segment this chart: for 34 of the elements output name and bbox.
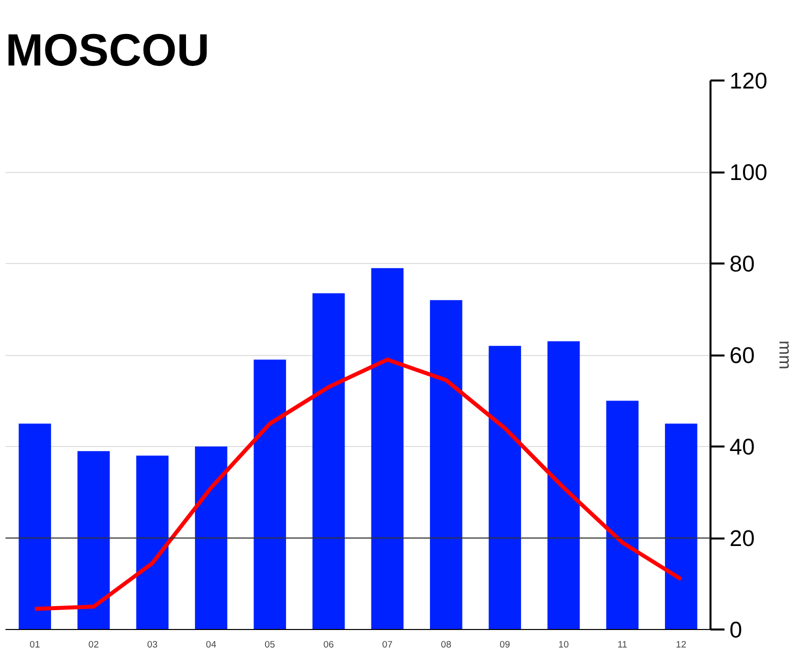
- y-tick-label: 40: [730, 434, 755, 460]
- y-tick-label: 120: [730, 68, 768, 94]
- x-tick-label: 10: [558, 640, 569, 650]
- line-series: [32, 358, 684, 611]
- x-tick-label: 11: [618, 640, 628, 650]
- bar: [312, 293, 345, 630]
- y-tick-label: 0: [730, 616, 742, 642]
- bar: [371, 268, 404, 630]
- x-tick-label: 12: [676, 640, 686, 650]
- y-tick-label: 100: [730, 159, 768, 185]
- x-tick-label: 05: [264, 640, 276, 650]
- x-tick-label: 04: [206, 640, 216, 650]
- bar: [430, 300, 462, 630]
- x-tick-label: 06: [323, 640, 334, 650]
- x-tick-label: 02: [88, 640, 99, 650]
- x-tick-label: 09: [500, 640, 510, 650]
- bar: [136, 456, 169, 630]
- bar: [488, 346, 522, 630]
- x-tick-label: 08: [440, 640, 452, 650]
- bar: [77, 451, 110, 630]
- chart-title: MOSCOU: [6, 24, 210, 76]
- bar: [254, 360, 286, 630]
- bar: [194, 446, 228, 630]
- bar: [547, 341, 580, 630]
- bar: [664, 424, 698, 630]
- y-tick-label: 20: [730, 525, 755, 551]
- x-tick-label: 03: [147, 640, 158, 650]
- y-tick-label: 80: [730, 250, 755, 276]
- x-tick-label: 01: [30, 640, 40, 650]
- x-tick-label: 07: [382, 640, 393, 650]
- bar: [18, 424, 52, 630]
- bar: [606, 400, 639, 630]
- y-tick-label: 60: [730, 342, 755, 368]
- y-axis-title: mm: [775, 340, 796, 370]
